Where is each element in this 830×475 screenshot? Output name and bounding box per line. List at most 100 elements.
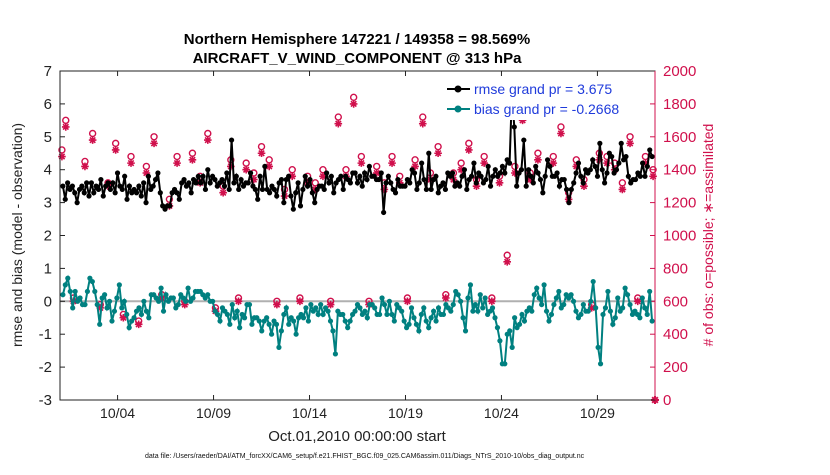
rmse-point xyxy=(414,186,420,193)
bias-point xyxy=(293,331,299,337)
y-right-tick-label: 400 xyxy=(663,326,688,343)
rmse-point xyxy=(511,124,517,130)
rmse-point xyxy=(423,186,430,193)
rmse-point xyxy=(647,147,653,153)
bias-point xyxy=(460,315,466,321)
bias-point xyxy=(65,275,71,281)
bias-point xyxy=(97,321,103,327)
series-bias xyxy=(60,274,655,367)
obs-assimilated-marker xyxy=(549,159,558,167)
obs-assimilated-marker xyxy=(58,152,66,161)
bias-point xyxy=(627,301,633,308)
bias-point xyxy=(570,298,577,304)
rmse-point xyxy=(640,160,646,166)
rmse-point xyxy=(224,170,230,176)
y-right-tick-label: 1800 xyxy=(663,96,696,113)
obs-assimilated-marker xyxy=(411,162,419,171)
obs-assimilated-marker xyxy=(388,159,396,167)
rmse-point xyxy=(487,183,494,189)
bias-point xyxy=(266,321,272,327)
obs-assimilated-marker xyxy=(526,175,535,184)
bias-point xyxy=(421,305,427,311)
legend-rmse-marker xyxy=(454,85,462,93)
bias-point xyxy=(588,298,594,304)
rmse-point xyxy=(457,183,463,189)
rmse-point xyxy=(202,186,209,193)
rmse-point xyxy=(290,206,296,212)
y-left-tick-label: 4 xyxy=(44,162,52,179)
rmse-point xyxy=(278,176,285,183)
bias-point xyxy=(610,321,616,327)
rmse-point xyxy=(324,170,330,176)
obs-assimilated-marker xyxy=(518,116,527,125)
bias-point xyxy=(534,285,540,291)
rmse-point xyxy=(293,190,299,196)
obs-assimilated-marker xyxy=(357,159,366,167)
rmse-point xyxy=(259,186,266,193)
bias-point xyxy=(639,295,645,301)
bias-point xyxy=(119,305,125,311)
rmse-point xyxy=(340,186,346,193)
x-tick-label: 10/14 xyxy=(292,405,327,421)
rmse-point xyxy=(145,173,152,179)
obs-assimilated-marker xyxy=(296,297,304,306)
obs-assimilated-marker xyxy=(150,139,158,148)
rmse-point xyxy=(65,180,71,186)
rmse-point xyxy=(321,186,327,193)
bias-point xyxy=(637,315,643,321)
rmse-point xyxy=(297,203,304,209)
rmse-point xyxy=(523,183,529,189)
rmse-point xyxy=(233,173,239,179)
x-tick-label: 10/24 xyxy=(484,405,519,421)
obs-assimilated-marker xyxy=(457,165,465,174)
rmse-point xyxy=(613,167,620,173)
bias-point xyxy=(642,305,648,311)
rmse-point xyxy=(266,190,273,196)
rmse-point xyxy=(176,196,182,202)
bias-point xyxy=(362,308,368,314)
bias-point xyxy=(475,308,481,314)
bias-point xyxy=(364,315,370,321)
rmse-point xyxy=(563,186,570,193)
bias-point xyxy=(494,325,501,331)
y-left-tick-label: 2 xyxy=(44,228,52,245)
rmse-point xyxy=(428,186,434,193)
rmse-point xyxy=(143,200,149,206)
bias-point xyxy=(620,305,626,311)
bias-point xyxy=(256,318,262,324)
rmse-point xyxy=(133,190,140,196)
bias-point xyxy=(259,328,265,334)
bias-point xyxy=(214,311,221,318)
chart-title-line2: AIRCRAFT_V_WIND_COMPONENT @ 313 hPa xyxy=(193,50,523,67)
obs-assimilated-marker xyxy=(219,188,227,197)
bias-point xyxy=(435,305,442,311)
obs-assimilated-marker xyxy=(641,159,650,167)
bias-point xyxy=(548,311,555,318)
legend-box xyxy=(444,80,650,120)
rmse-point xyxy=(618,140,624,146)
rmse-point xyxy=(449,170,456,176)
bias-point xyxy=(210,298,216,304)
rmse-point xyxy=(281,200,287,206)
rmse-point xyxy=(252,186,258,193)
bias-point xyxy=(224,311,230,318)
rmse-point xyxy=(60,183,66,189)
obs-assimilated-marker xyxy=(250,175,258,184)
y-axis-label-right: # of obs: o=possible; ∗=assimilated xyxy=(700,124,716,347)
rmse-point xyxy=(247,170,254,176)
rmse-point xyxy=(599,167,605,173)
bias-point xyxy=(185,285,191,291)
obs-assimilated-marker xyxy=(488,297,496,306)
y-right-tick-label: 1200 xyxy=(663,195,696,212)
bias-point xyxy=(600,311,606,318)
bias-point xyxy=(615,295,621,301)
rmse-point xyxy=(649,153,655,160)
rmse-point xyxy=(126,183,133,189)
rmse-point xyxy=(392,190,399,196)
bias-point xyxy=(497,338,503,344)
bias-point xyxy=(286,321,292,327)
rmse-point xyxy=(302,173,308,179)
rmse-point xyxy=(528,173,534,179)
rmse-point xyxy=(274,193,280,199)
rmse-point xyxy=(573,170,579,176)
